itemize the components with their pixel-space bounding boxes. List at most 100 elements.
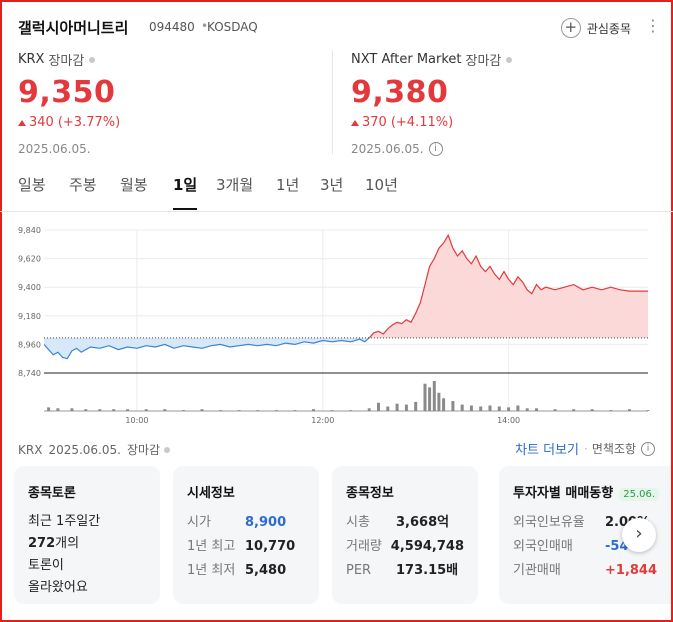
volume-bar — [112, 409, 116, 411]
volume-bar — [274, 410, 278, 411]
institution-trade-label: 기관매매 — [513, 563, 561, 578]
watchlist-label: 관심종목 — [586, 21, 631, 36]
discussion-line: 올라왔어요 — [28, 580, 88, 595]
volume-bar — [84, 409, 88, 411]
volume-bar — [460, 404, 464, 411]
volume-bar — [163, 409, 167, 411]
x-tick-label: 10:00 — [125, 416, 148, 425]
price-line-down — [44, 337, 371, 360]
info-icon[interactable]: i — [641, 441, 655, 456]
market-cap-label: 시총 — [346, 515, 370, 530]
more-options-icon[interactable]: ⋮ — [645, 16, 661, 35]
chart-meta: KRX 2025.06.05. 장마감 차트 더보기 · 면책조항 i — [18, 441, 655, 459]
stock-code: 094480 — [149, 20, 195, 34]
tab-monthly[interactable]: 월봉 — [120, 176, 148, 194]
volume-bar — [377, 402, 380, 411]
info-icon[interactable]: i — [428, 142, 443, 156]
meta-status: 장마감 — [126, 443, 161, 457]
card-title: 종목정보 — [346, 486, 394, 501]
volume-bar — [432, 381, 436, 411]
nxt-quote: NXT After Market 장마감 9,380 370 (+4.11%) … — [351, 50, 651, 156]
tab-1year[interactable]: 1년 — [276, 176, 300, 194]
krx-status: 장마감 — [48, 54, 85, 69]
volume-bar — [497, 406, 501, 411]
volume-bar — [553, 409, 557, 411]
disclaimer-link[interactable]: 면책조항 — [591, 442, 636, 456]
summary-cards: 종목토론 최근 1주일간 272개의 토론이 올라왔어요 시세정보 시가 8,90… — [14, 466, 671, 604]
y-tick-label: 8,960 — [18, 340, 41, 349]
volume-bar — [469, 405, 473, 411]
volume-bar — [428, 387, 432, 411]
market-cap-value: 3,668억 — [396, 515, 450, 530]
krx-date: 2025.06.05. — [18, 142, 91, 156]
volume-bar — [330, 410, 334, 411]
volume-bar — [535, 408, 538, 411]
volume-bar — [126, 409, 130, 411]
foreign-trade-label: 외국인매매 — [513, 539, 573, 554]
volume-bar — [423, 383, 427, 411]
volume-bar — [293, 410, 297, 411]
volume-bar — [437, 392, 441, 411]
volume-bar — [312, 409, 315, 411]
volume-bar — [367, 408, 371, 411]
market-info-card[interactable]: 시세정보 시가 8,900 1년 최고 10,770 1년 최저 5,480 — [173, 466, 319, 604]
discussion-count: 272 — [28, 536, 56, 551]
up-triangle-icon — [18, 119, 26, 126]
open-value: 8,900 — [245, 515, 287, 530]
volume-bar — [56, 408, 60, 411]
nxt-change-pct: (+4.11%) — [390, 115, 454, 130]
krx-price: 9,350 — [18, 75, 116, 110]
market-name: KOSDAQ — [207, 20, 258, 34]
volume-bar — [516, 405, 520, 411]
tab-3years[interactable]: 3년 — [320, 176, 344, 194]
nxt-change: 370 — [362, 115, 387, 130]
volume-bar — [219, 410, 223, 411]
y-tick-label: 9,400 — [18, 283, 41, 292]
card-title: 투자자별 매매동향 — [513, 486, 614, 501]
intraday-chart[interactable]: 9,840 9,620 9,400 9,180 8,960 8,740 10:00 12:00… — [0, 215, 673, 430]
tab-weekly[interactable]: 주봉 — [69, 176, 97, 194]
volume-bar — [507, 407, 511, 411]
tab-1day[interactable]: 1일 — [173, 174, 198, 210]
quote-divider — [332, 50, 333, 154]
volume-bar — [70, 408, 74, 411]
krx-change: 340 — [29, 115, 54, 130]
volume-bar — [256, 410, 260, 411]
volume-bar — [627, 409, 631, 411]
meta-market: KRX — [18, 442, 43, 457]
volume-value: 4,594,748 — [390, 539, 464, 554]
volume-bar — [98, 409, 102, 411]
volume-bar — [442, 398, 446, 411]
discussion-line: 최근 1주일간 — [28, 514, 101, 529]
volume-bar — [181, 410, 185, 411]
year-low-label: 1년 최저 — [187, 563, 236, 578]
year-high-value: 10,770 — [245, 539, 296, 554]
stock-header: 갤럭시아머니트리 094480 • KOSDAQ + 관심종목 ⋮ — [18, 16, 661, 42]
up-triangle-icon — [351, 119, 359, 126]
status-dot-icon — [506, 56, 513, 63]
more-chart-link[interactable]: 차트 더보기 — [515, 443, 579, 458]
separator-dot: · — [584, 441, 588, 456]
stock-info-card[interactable]: 종목정보 시총 3,668억 거래량 4,594,748 PER 173.15배 — [332, 466, 478, 604]
volume-bar — [349, 410, 353, 411]
separator-dot: • — [201, 19, 209, 33]
volume-bar — [200, 409, 204, 411]
discussion-card[interactable]: 종목토론 최근 1주일간 272개의 토론이 올라왔어요 — [14, 466, 160, 604]
volume-bar — [414, 401, 418, 411]
tab-3months[interactable]: 3개월 — [216, 176, 254, 194]
add-watchlist-button[interactable]: + 관심종목 — [560, 16, 631, 40]
volume-bar — [144, 409, 148, 411]
card-title: 종목토론 — [28, 486, 76, 501]
tab-10years[interactable]: 10년 — [365, 176, 398, 194]
volume-bar — [479, 406, 483, 411]
tab-daily[interactable]: 일봉 — [18, 176, 46, 194]
volume-bar — [572, 409, 576, 411]
volume-bar — [488, 405, 492, 411]
volume-bar — [646, 410, 650, 411]
tabs-divider — [0, 211, 673, 212]
stock-name: 갤럭시아머니트리 — [18, 19, 129, 37]
next-card-button[interactable]: › — [622, 518, 656, 552]
status-dot-icon — [164, 446, 171, 453]
y-tick-label: 8,740 — [18, 369, 41, 378]
